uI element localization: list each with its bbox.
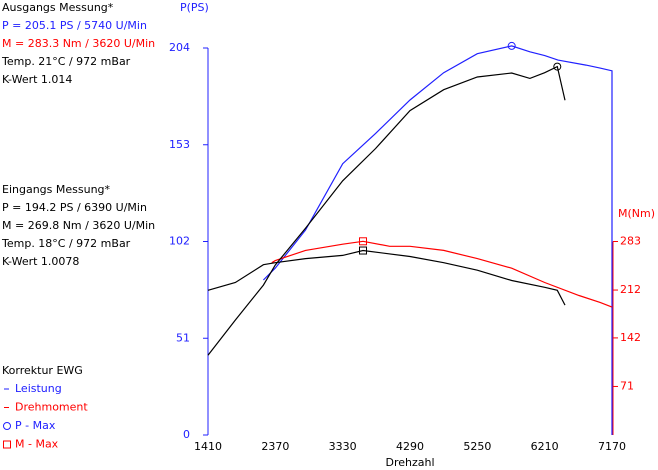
info-line: K-Wert 1.014 — [2, 73, 72, 86]
max-marker — [359, 237, 368, 246]
info-line: P = 205.1 PS / 5740 U/Min — [2, 19, 147, 32]
info-line: M = 269.8 Nm / 3620 U/Min — [2, 219, 155, 232]
x-tick-label: 4290 — [396, 440, 424, 453]
x-tick-label: 6210 — [531, 440, 559, 453]
legend-symbol — [3, 440, 11, 449]
y2-tick-label: 142 — [620, 331, 641, 344]
x-tick-label: 5250 — [463, 440, 491, 453]
info-line: K-Wert 1.0078 — [2, 255, 79, 268]
y-tick-label: 204 — [169, 41, 190, 54]
y-axis-label: P(PS) — [180, 1, 209, 14]
y2-tick-label: 212 — [620, 283, 641, 296]
series-line — [262, 45, 613, 435]
y2-axis-label: M(Nm) — [618, 207, 655, 220]
x-axis-label: Drehzahl — [385, 456, 434, 469]
info-line: P = 194.2 PS / 6390 U/Min — [2, 201, 147, 214]
legend-symbol — [3, 422, 11, 430]
info-line: Temp. 21°C / 972 mBar — [1, 55, 131, 68]
series-line — [271, 240, 613, 308]
info-line: M = 283.3 Nm / 3620 U/Min — [2, 37, 155, 50]
y2-tick-label: 283 — [620, 235, 641, 248]
legend-title: Korrektur EWG — [2, 364, 83, 377]
y-tick-label: 0 — [183, 428, 190, 441]
max-marker — [359, 246, 368, 255]
series-line — [207, 249, 566, 306]
max-marker — [507, 41, 516, 50]
y-tick-label: 102 — [169, 235, 190, 248]
info-line: Ausgangs Messung* — [2, 1, 114, 14]
info-line: Eingangs Messung* — [2, 183, 111, 196]
x-tick-label: 7170 — [598, 440, 626, 453]
max-marker — [553, 62, 562, 71]
legend-label: Drehmoment — [15, 401, 88, 414]
legend-label: P - Max — [15, 419, 56, 432]
x-tick-label: 3330 — [329, 440, 357, 453]
legend-label: M - Max — [15, 438, 59, 451]
series-line — [207, 65, 566, 356]
y-tick-label: 153 — [169, 138, 190, 151]
y-tick-label: 51 — [176, 331, 190, 344]
y2-tick-label: 71 — [620, 379, 634, 392]
x-tick-label: 2370 — [261, 440, 289, 453]
x-tick-label: 1410 — [194, 440, 222, 453]
info-line: Temp. 18°C / 972 mBar — [1, 237, 131, 250]
legend-label: Leistung — [15, 382, 62, 395]
